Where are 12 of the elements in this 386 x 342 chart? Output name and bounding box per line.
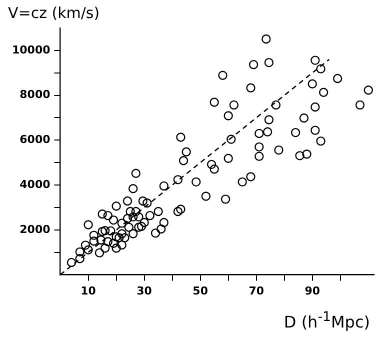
y-axis-title: V=cz (km/s) <box>8 4 100 22</box>
x-axis-title: D (h$^{-1}$Mpc) <box>284 310 370 332</box>
y-tick-label: 4000 <box>20 178 51 191</box>
y-tick-label: 2000 <box>20 222 51 236</box>
y-tick-label: 8000 <box>20 88 51 102</box>
x-tick-label: 90 <box>304 284 320 298</box>
x-tick-label: 10 <box>80 284 96 298</box>
x-tick-label: 50 <box>192 284 208 298</box>
y-tick-label: 6000 <box>20 133 51 146</box>
x-tick-label: 30 <box>136 284 152 298</box>
y-tick-label: 10000 <box>12 43 51 56</box>
x-tick-label: 70 <box>248 284 264 298</box>
